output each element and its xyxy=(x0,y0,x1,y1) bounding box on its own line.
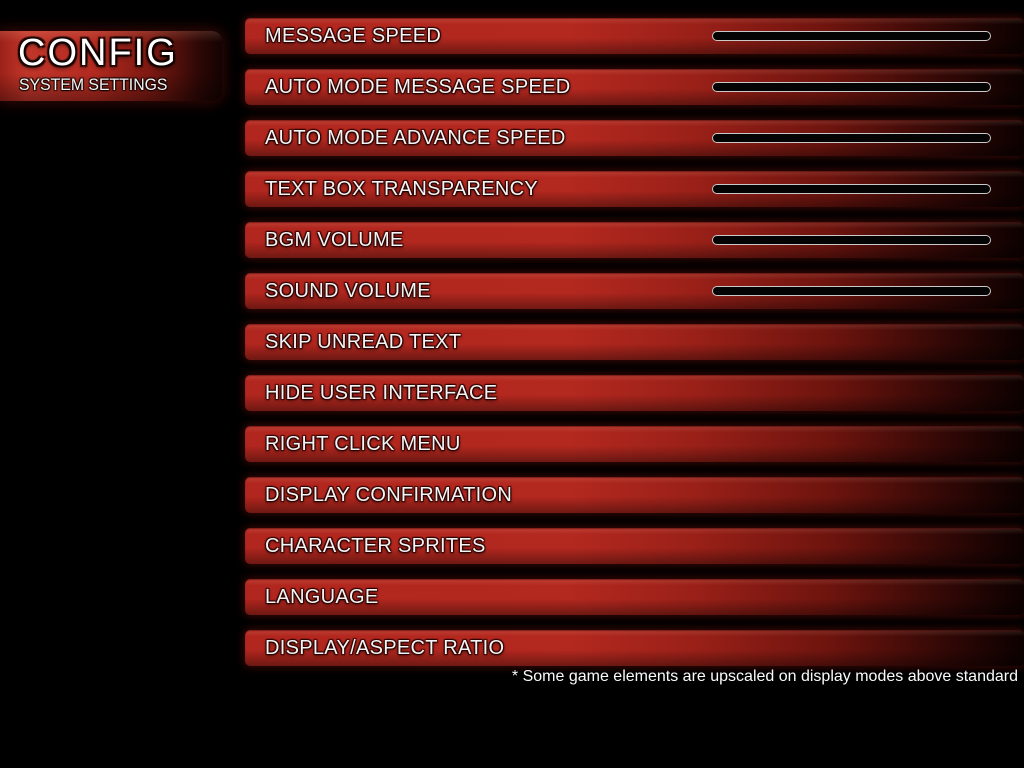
setting-label: HIDE USER INTERFACE xyxy=(265,381,498,404)
setting-row-sound-volume[interactable]: SOUND VOLUME xyxy=(245,273,1024,309)
page-subtitle: SYSTEM SETTINGS xyxy=(19,75,168,94)
text-box-transparency-slider[interactable] xyxy=(712,184,991,194)
settings-list: MESSAGE SPEED AUTO MODE MESSAGE SPEED AU… xyxy=(245,18,1024,681)
setting-label: LANGUAGE xyxy=(265,585,379,608)
setting-row-message-speed[interactable]: MESSAGE SPEED xyxy=(245,18,1024,54)
auto-mode-message-speed-slider[interactable] xyxy=(712,82,991,92)
bgm-volume-slider[interactable] xyxy=(712,235,991,245)
setting-label: MESSAGE SPEED xyxy=(265,24,442,47)
sound-volume-slider[interactable] xyxy=(712,286,991,296)
setting-row-right-click-menu[interactable]: RIGHT CLICK MENU xyxy=(245,426,1024,462)
setting-row-language[interactable]: LANGUAGE xyxy=(245,579,1024,615)
setting-row-hide-user-interface[interactable]: HIDE USER INTERFACE xyxy=(245,375,1024,411)
setting-label: CHARACTER SPRITES xyxy=(265,534,486,557)
config-header-plate: CONFIG SYSTEM SETTINGS xyxy=(0,31,222,101)
setting-label: SKIP UNREAD TEXT xyxy=(265,330,462,353)
setting-row-auto-mode-message-speed[interactable]: AUTO MODE MESSAGE SPEED xyxy=(245,69,1024,105)
setting-label: DISPLAY CONFIRMATION xyxy=(265,483,513,506)
setting-row-text-box-transparency[interactable]: TEXT BOX TRANSPARENCY xyxy=(245,171,1024,207)
message-speed-slider[interactable] xyxy=(712,31,991,41)
setting-label: BGM VOLUME xyxy=(265,228,404,251)
upscale-footnote: * Some game elements are upscaled on dis… xyxy=(511,668,1018,685)
setting-row-auto-mode-advance-speed[interactable]: AUTO MODE ADVANCE SPEED xyxy=(245,120,1024,156)
setting-row-bgm-volume[interactable]: BGM VOLUME xyxy=(245,222,1024,258)
setting-label: AUTO MODE ADVANCE SPEED xyxy=(265,126,566,149)
setting-row-display-aspect-ratio[interactable]: DISPLAY/ASPECT RATIO xyxy=(245,630,1024,666)
setting-label: RIGHT CLICK MENU xyxy=(265,432,461,455)
setting-label: DISPLAY/ASPECT RATIO xyxy=(265,636,505,659)
setting-label: SOUND VOLUME xyxy=(265,279,431,302)
setting-row-display-confirmation[interactable]: DISPLAY CONFIRMATION xyxy=(245,477,1024,513)
page-title: CONFIG xyxy=(18,32,178,74)
auto-mode-advance-speed-slider[interactable] xyxy=(712,133,991,143)
setting-row-skip-unread-text[interactable]: SKIP UNREAD TEXT xyxy=(245,324,1024,360)
setting-label: AUTO MODE MESSAGE SPEED xyxy=(265,75,571,98)
setting-label: TEXT BOX TRANSPARENCY xyxy=(265,177,539,200)
setting-row-character-sprites[interactable]: CHARACTER SPRITES xyxy=(245,528,1024,564)
